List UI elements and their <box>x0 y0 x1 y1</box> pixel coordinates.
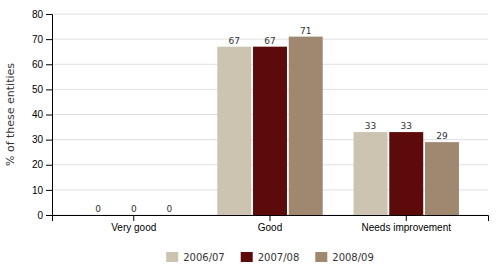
tick-label: 20 <box>32 159 44 170</box>
data-label: 33 <box>401 121 412 131</box>
y-tick: 10 <box>32 185 52 196</box>
bar <box>153 215 187 216</box>
legend-item: 2006/07 <box>166 252 225 263</box>
tick-label: Very good <box>111 222 156 233</box>
tick-mark <box>46 14 52 15</box>
y-tick: 60 <box>32 59 52 70</box>
tick-label: 60 <box>32 59 44 70</box>
data-label: 67 <box>229 36 240 46</box>
y-axis: 0 10 20 30 40 50 60 70 80 <box>32 9 53 221</box>
y-tick: 50 <box>32 84 52 95</box>
legend-label: 2008/09 <box>332 252 374 263</box>
axis-line <box>53 216 489 222</box>
tick-mark <box>46 89 52 90</box>
tick-label: 0 <box>37 210 43 221</box>
bar <box>425 142 459 215</box>
bar <box>217 47 251 215</box>
legend-swatch <box>166 252 178 262</box>
bar <box>289 37 323 215</box>
legend: 2006/07 2007/08 2008/09 <box>166 252 374 263</box>
bar <box>354 132 388 215</box>
legend-item: 2007/08 <box>241 252 300 263</box>
grid <box>52 14 488 215</box>
data-label: 0 <box>167 204 173 214</box>
axis-title: % of these entities <box>4 63 17 166</box>
data-label: 29 <box>436 131 448 141</box>
y-tick: 20 <box>32 159 52 170</box>
tick-mark <box>46 140 52 141</box>
legend-label: 2007/08 <box>258 252 300 263</box>
bar <box>117 215 151 216</box>
data-label: 33 <box>365 121 376 131</box>
tick-mark <box>46 39 52 40</box>
tick-mark <box>270 215 271 221</box>
tick-label: 40 <box>32 109 44 120</box>
tick-mark <box>46 215 52 216</box>
x-axis: Very good Good Needs improvement <box>53 215 489 233</box>
tick-label: Good <box>258 222 282 233</box>
x-tick: Needs improvement <box>362 215 452 233</box>
tick-label: 70 <box>32 34 44 45</box>
data-label: 0 <box>131 204 137 214</box>
tick-label: 10 <box>32 185 44 196</box>
axis-line <box>46 15 53 216</box>
bar <box>81 215 115 216</box>
legend-swatch <box>315 252 327 262</box>
legend-label: 2006/07 <box>183 252 225 263</box>
grid-line <box>52 14 488 15</box>
x-tick: Very good <box>111 215 156 233</box>
tick-mark <box>46 64 52 65</box>
tick-label: 80 <box>32 9 44 20</box>
tick-label: 50 <box>32 84 44 95</box>
data-label: 0 <box>95 204 101 214</box>
legend-swatch <box>241 252 253 262</box>
y-tick: 70 <box>32 34 52 45</box>
tick-mark <box>406 215 407 221</box>
data-label: 71 <box>300 26 311 36</box>
y-tick: 30 <box>32 134 52 145</box>
tick-label: Needs improvement <box>362 222 452 233</box>
tick-mark <box>46 115 52 116</box>
y-tick: 80 <box>32 9 52 20</box>
bar <box>389 132 423 215</box>
data-labels: 0 67 33 0 67 33 0 71 29 <box>95 26 448 214</box>
tick-mark <box>46 165 52 166</box>
tick-label: 30 <box>32 134 44 145</box>
plot: 0 10 20 30 40 50 60 70 80 Very good Good Needs impr… <box>4 9 489 233</box>
bars <box>217 37 459 215</box>
tick-mark <box>46 190 52 191</box>
bar <box>253 47 287 215</box>
y-tick: 40 <box>32 109 52 120</box>
tick-mark <box>133 215 134 221</box>
y-tick: 0 <box>37 210 52 221</box>
legend-item: 2008/09 <box>315 252 374 263</box>
x-tick: Good <box>258 215 282 233</box>
data-label: 67 <box>264 36 275 46</box>
chart: 0 10 20 30 40 50 60 70 80 Very good Good Needs impr… <box>0 0 500 273</box>
